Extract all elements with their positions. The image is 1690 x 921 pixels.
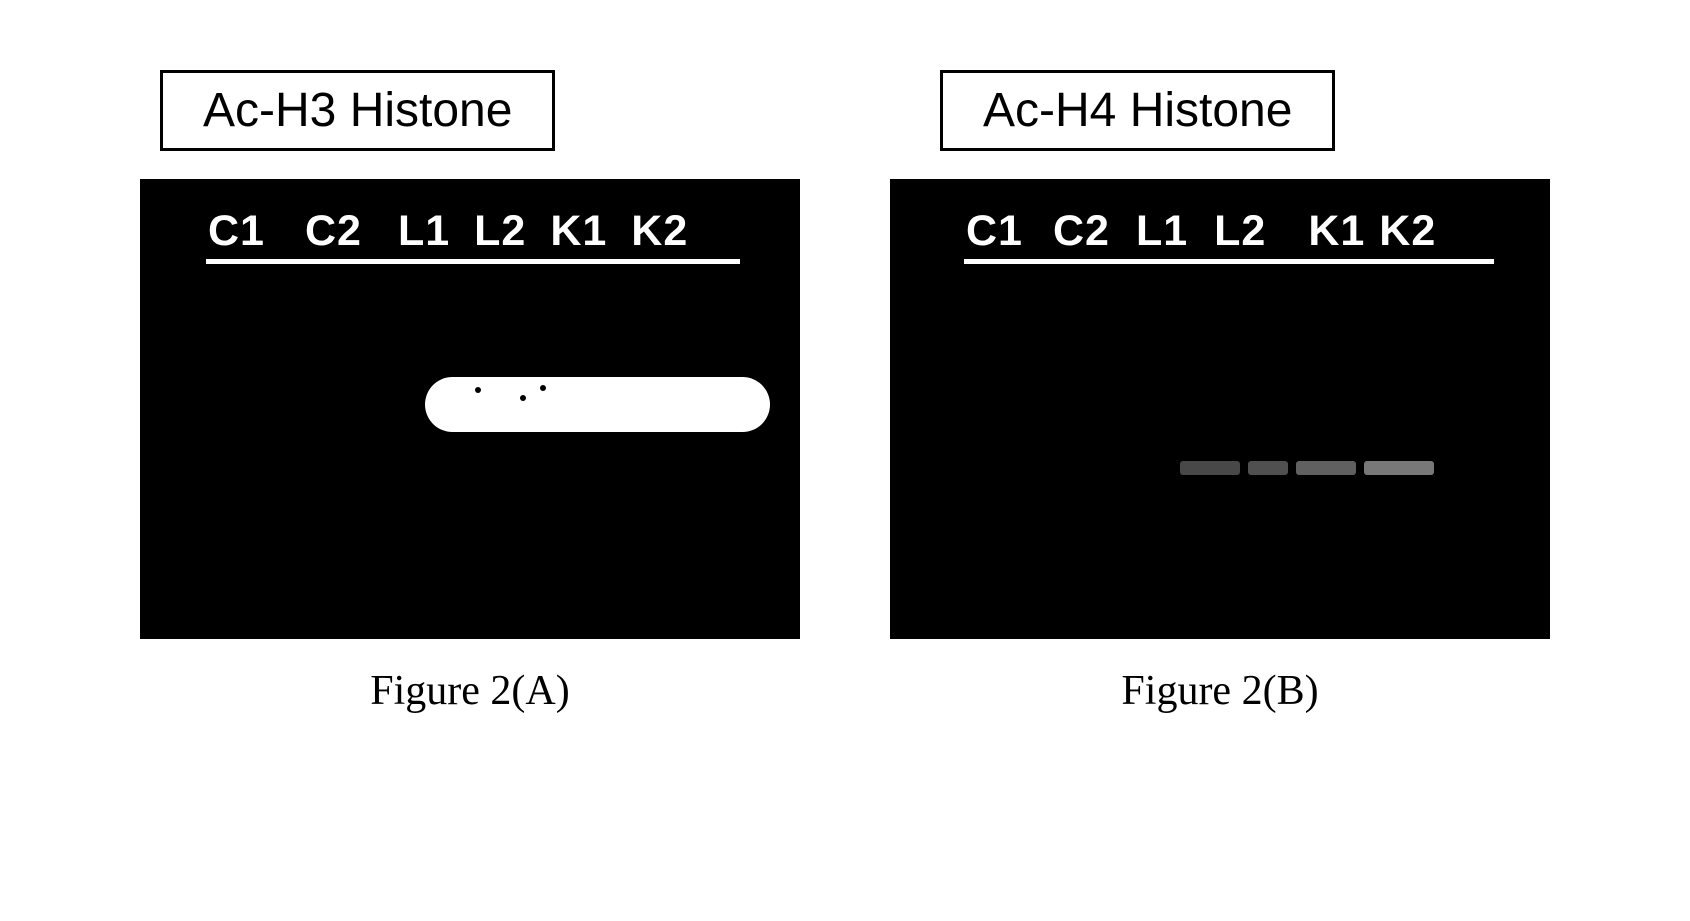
lane-label: K2 [1379,207,1436,256]
panel-a-blot: C1 C2 L1 L2 K1 K2 [140,179,800,639]
faint-band-segment [1296,461,1356,475]
faint-band-segment [1248,461,1288,475]
panel-b: Ac-H4 Histone C1 C2 L1 L2 K1 K2 [890,70,1550,715]
panel-a-title: Ac-H3 Histone [203,83,512,138]
lane-label: C2 [305,207,362,256]
lane-label: C1 [208,207,265,256]
panel-a-lane-labels: C1 C2 L1 L2 K1 K2 [208,207,740,256]
panel-a: Ac-H3 Histone C1 C2 L1 L2 K1 K2 [140,70,800,715]
panel-b-blot: C1 C2 L1 L2 K1 K2 [890,179,1550,639]
panel-b-band [1180,461,1434,475]
lane-label: K1 [550,207,607,256]
lane-label: L2 [1214,207,1266,256]
panel-b-caption: Figure 2(B) [1121,667,1318,715]
lane-label: C1 [966,207,1023,256]
figure-container: Ac-H3 Histone C1 C2 L1 L2 K1 K2 [0,0,1690,715]
lane-label: C2 [1053,207,1110,256]
panel-a-band [425,377,770,432]
panel-b-underline [964,259,1494,264]
panel-a-underline [206,259,740,264]
panel-b-title: Ac-H4 Histone [983,83,1292,138]
lane-label: L1 [1136,207,1188,256]
lane-label: K1 [1308,207,1365,256]
panel-b-title-box: Ac-H4 Histone [940,70,1335,151]
lane-label: K2 [631,207,688,256]
faint-band-segment [1364,461,1434,475]
panel-a-caption: Figure 2(A) [370,667,569,715]
panel-a-title-box: Ac-H3 Histone [160,70,555,151]
panel-b-lane-labels: C1 C2 L1 L2 K1 K2 [966,207,1494,256]
faint-band-segment [1180,461,1240,475]
lane-label: L1 [398,207,450,256]
lane-label: L2 [474,207,526,256]
